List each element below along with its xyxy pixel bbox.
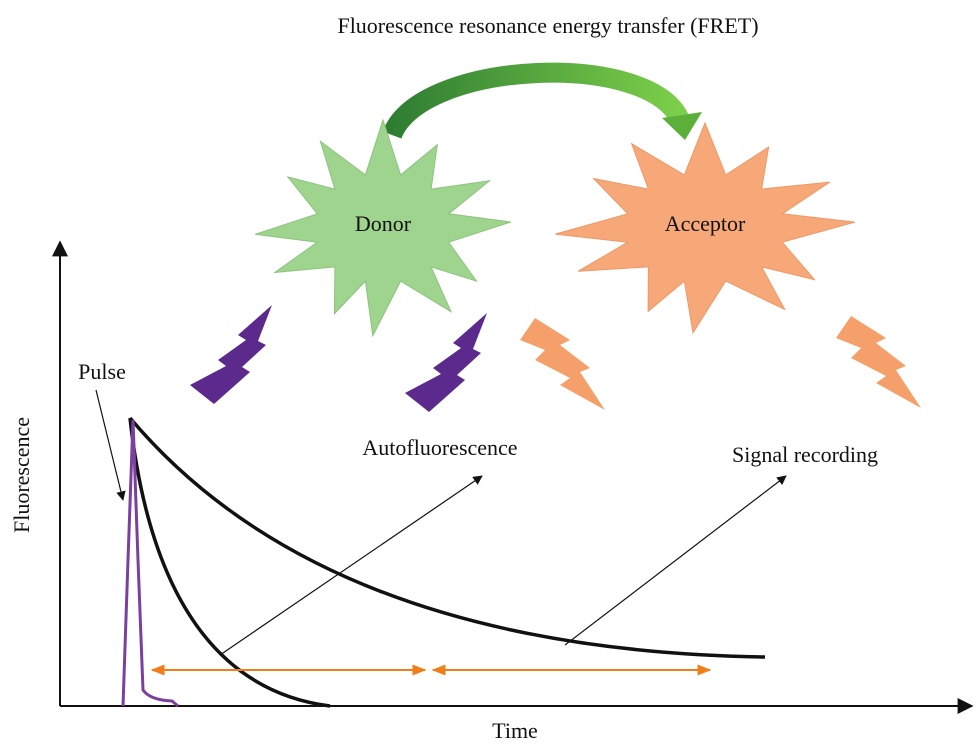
pointer xyxy=(219,475,483,656)
transfer-arrow xyxy=(382,62,690,140)
donor-star xyxy=(255,118,511,338)
signal-decay-curve xyxy=(128,416,766,659)
signal-recording-label: Signal recording xyxy=(732,442,878,467)
autofluorescence-curve xyxy=(128,417,331,708)
pulse-curve xyxy=(121,419,179,708)
y-axis-label: Fluorescence xyxy=(9,417,34,533)
acceptor-star xyxy=(555,121,855,335)
transfer-arrowhead xyxy=(662,112,702,140)
pulse-label: Pulse xyxy=(78,359,126,384)
pointer xyxy=(564,475,787,646)
acceptor-label: Acceptor xyxy=(665,211,746,236)
bolts xyxy=(190,305,921,412)
title: Fluorescence resonance energy transfer (… xyxy=(337,13,758,38)
x-axis-label: Time xyxy=(492,718,538,743)
donor-label: Donor xyxy=(355,211,412,236)
pointer xyxy=(95,389,126,501)
autofluorescence-label: Autofluorescence xyxy=(362,435,517,460)
